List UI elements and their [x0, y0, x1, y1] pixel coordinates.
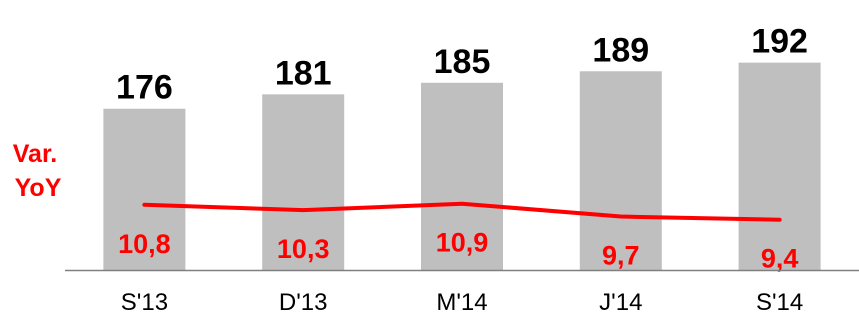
yoy-variation-line	[142, 201, 782, 222]
labels-layer: 176 181 185 189 192 10,8 10,3 10,9 9,7 9,4	[116, 23, 808, 274]
series-label-var: Var.	[13, 140, 58, 168]
bar-value-label: 176	[116, 69, 173, 107]
x-tick-label: J'14	[599, 289, 642, 316]
bar-value-label: 185	[434, 43, 491, 81]
x-tick-label: S'13	[121, 289, 168, 316]
bar-value-label: 189	[592, 31, 649, 69]
bar-value-label: 192	[751, 23, 808, 61]
bar-M'14	[421, 82, 503, 270]
bar-D'13	[262, 94, 345, 270]
bar-S'14	[738, 62, 821, 270]
bars-layer	[103, 62, 821, 270]
x-tick-label: M'14	[436, 289, 487, 316]
yoy-value-label: 10,3	[277, 234, 330, 264]
line-layer	[142, 201, 782, 222]
yoy-value-label: 10,8	[118, 229, 171, 259]
bar-J'14	[579, 71, 662, 270]
x-tick-labels: S'13 D'13 M'14 J'14 S'14	[121, 289, 803, 316]
yoy-value-label: 9,7	[602, 241, 640, 271]
bar-S'13	[103, 108, 186, 270]
series-label-yoy: YoY	[15, 174, 62, 202]
x-tick-label: D'13	[279, 289, 328, 316]
yoy-value-label: 10,9	[436, 228, 489, 258]
bar-value-label: 181	[275, 54, 332, 92]
x-tick-label: S'14	[756, 289, 803, 316]
yoy-value-label: 9,4	[761, 244, 799, 274]
